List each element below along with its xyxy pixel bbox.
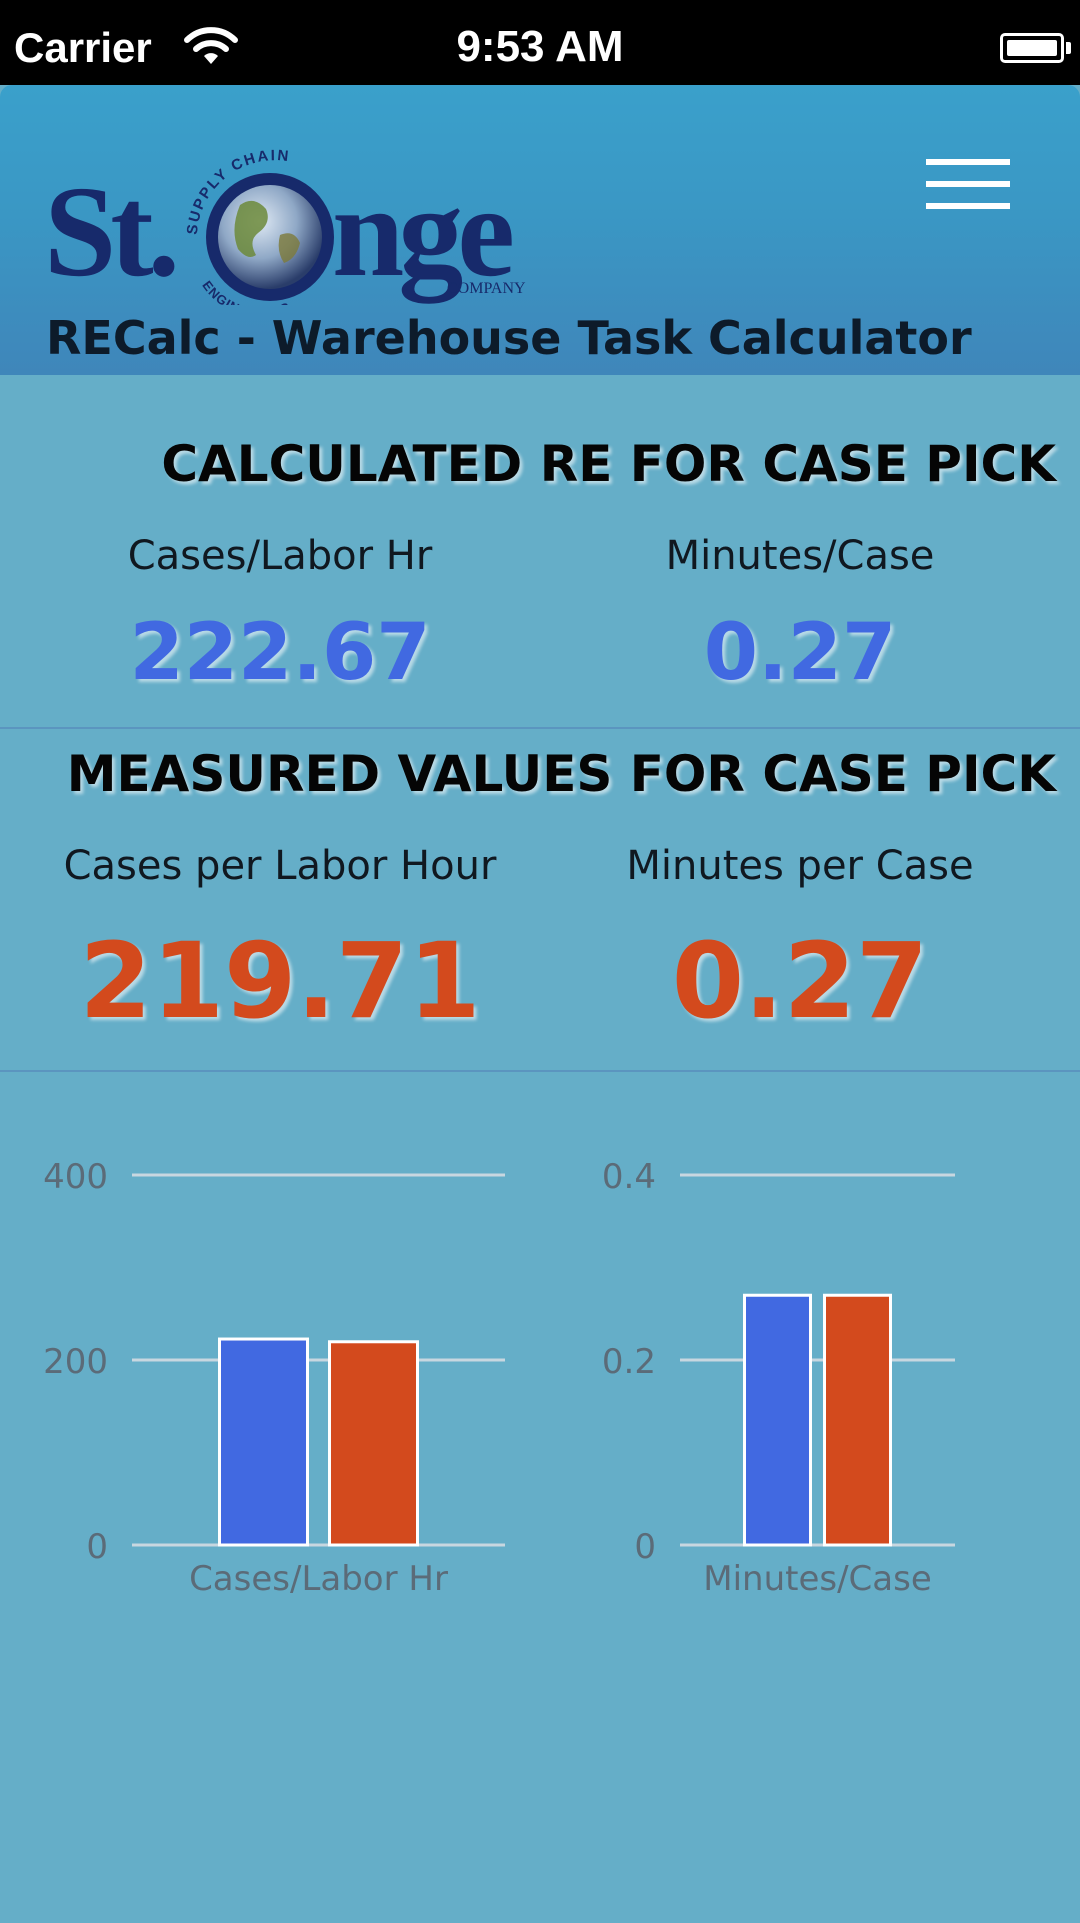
calculated-minutes-value: 0.27 — [703, 608, 897, 698]
measured-cases-value: 219.71 — [79, 920, 481, 1042]
y-tick-label: 0 — [86, 1527, 108, 1567]
svg-text:St.: St. — [44, 160, 175, 304]
app-title: RECalc - Warehouse Task Calculator — [46, 311, 972, 365]
section-divider — [0, 1070, 1080, 1072]
logo-suffix: COMPANY — [447, 280, 526, 297]
chart-bar — [218, 1337, 309, 1547]
measured-minutes-value: 0.27 — [671, 920, 929, 1042]
minutes-chart: 0 0.2 0.4 Minutes/Case — [560, 1130, 980, 1614]
y-tick-label: 200 — [43, 1342, 108, 1382]
measured-section-title: MEASURED VALUES FOR CASE PICK — [66, 745, 1056, 803]
y-tick-label: 0.4 — [602, 1157, 656, 1197]
minutes-bar-chart: 0 0.2 0.4 Minutes/Case — [602, 1157, 955, 1599]
app-header: St. nge SUPPLY CHAIN ENGINEERING COMPANY… — [0, 85, 1080, 375]
chart-bar — [823, 1293, 892, 1547]
chart-bar — [328, 1340, 419, 1547]
wifi-icon — [184, 26, 238, 70]
cases-chart: 0 200 400 Cases/Labor Hr — [20, 1130, 520, 1614]
calculated-minutes-label: Minutes/Case — [665, 533, 935, 579]
measured-minutes-label: Minutes per Case — [626, 843, 974, 889]
battery-icon — [1000, 33, 1064, 63]
calculated-cases-value: 222.67 — [129, 608, 431, 698]
y-tick-label: 400 — [43, 1157, 108, 1197]
chart-bar — [743, 1293, 812, 1547]
cases-bar-chart: 0 200 400 Cases/Labor Hr — [43, 1157, 505, 1599]
status-bar: Carrier 9:53 AM — [0, 0, 1080, 85]
calculated-section-title: CALCULATED RE FOR CASE PICK — [161, 435, 1056, 493]
svg-text:nge: nge — [332, 160, 512, 304]
carrier-label: Carrier — [14, 24, 152, 71]
calculated-cases-label: Cases/Labor Hr — [127, 533, 433, 579]
hamburger-menu-icon[interactable] — [926, 159, 1010, 209]
measured-cases-label: Cases per Labor Hour — [63, 843, 497, 889]
y-tick-label: 0.2 — [602, 1342, 656, 1382]
x-category-label: Cases/Labor Hr — [189, 1559, 448, 1599]
section-divider — [0, 727, 1080, 729]
stonge-logo: St. nge SUPPLY CHAIN ENGINEERING COMPANY — [42, 125, 562, 320]
x-category-label: Minutes/Case — [703, 1559, 932, 1599]
y-tick-label: 0 — [634, 1527, 656, 1567]
status-time: 9:53 AM — [456, 22, 624, 71]
